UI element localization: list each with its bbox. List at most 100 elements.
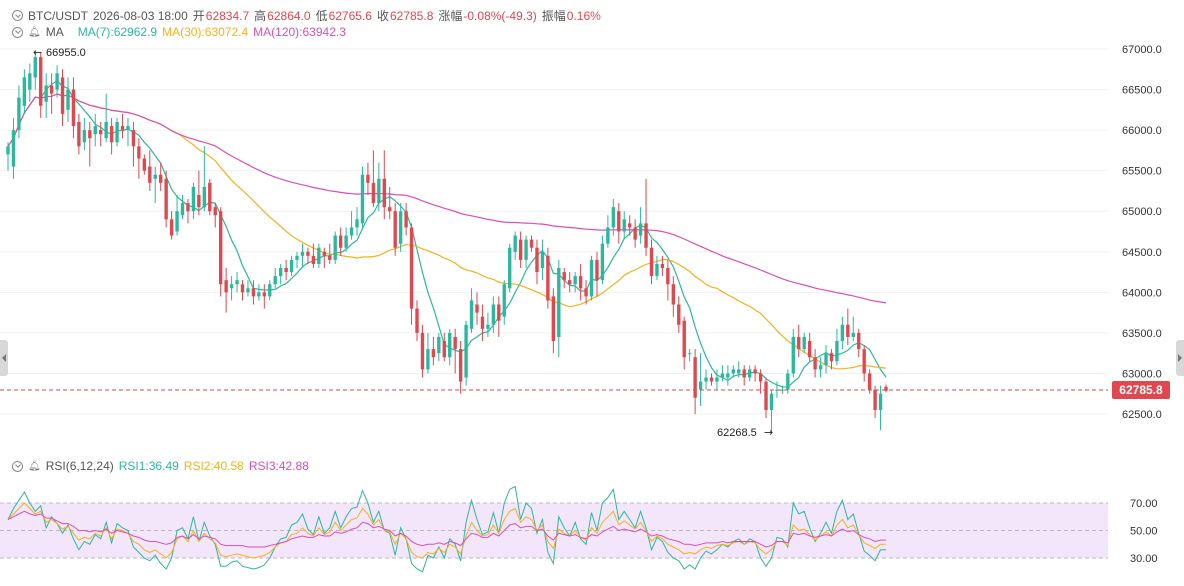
candle[interactable] xyxy=(328,243,332,264)
candle[interactable] xyxy=(480,304,485,342)
candle[interactable] xyxy=(600,235,605,285)
candle[interactable] xyxy=(873,385,877,419)
candle[interactable] xyxy=(388,186,392,220)
candle[interactable] xyxy=(349,211,354,240)
scroll-left-handle[interactable] xyxy=(0,340,8,376)
candle[interactable] xyxy=(469,288,474,333)
candle[interactable] xyxy=(93,113,97,147)
candle[interactable] xyxy=(377,162,381,212)
candle[interactable] xyxy=(137,138,141,179)
candle[interactable] xyxy=(382,150,386,220)
candle[interactable] xyxy=(148,150,152,191)
bell-icon[interactable]: 🔔︎ xyxy=(28,460,41,472)
candle[interactable] xyxy=(420,324,425,378)
candle[interactable] xyxy=(437,332,441,362)
candle[interactable] xyxy=(39,53,43,118)
candle[interactable] xyxy=(497,296,501,337)
candle[interactable] xyxy=(589,255,594,301)
candle[interactable] xyxy=(611,199,616,236)
candle[interactable] xyxy=(846,308,850,346)
candle[interactable] xyxy=(164,170,168,228)
candle[interactable] xyxy=(109,117,114,155)
candle[interactable] xyxy=(218,207,223,297)
candle[interactable] xyxy=(60,69,65,127)
candle[interactable] xyxy=(720,365,725,382)
collapse-icon[interactable] xyxy=(12,460,23,472)
candle[interactable] xyxy=(546,247,550,309)
candle[interactable] xyxy=(317,243,321,268)
candle[interactable] xyxy=(857,328,861,358)
candle[interactable] xyxy=(11,117,16,179)
candle[interactable] xyxy=(99,122,103,147)
candle[interactable] xyxy=(115,117,119,147)
candle[interactable] xyxy=(371,150,376,208)
candle[interactable] xyxy=(884,384,888,393)
candle[interactable] xyxy=(693,349,697,414)
candle[interactable] xyxy=(120,113,125,139)
candle[interactable] xyxy=(33,52,37,90)
candle[interactable] xyxy=(595,251,599,297)
collapse-icon[interactable] xyxy=(12,10,23,21)
scroll-right-handle[interactable] xyxy=(1176,340,1184,376)
candle[interactable] xyxy=(426,332,430,374)
candle[interactable] xyxy=(453,328,457,374)
candle[interactable] xyxy=(464,320,468,386)
candle[interactable] xyxy=(660,255,665,277)
candle[interactable] xyxy=(448,328,452,366)
candle[interactable] xyxy=(840,316,845,350)
candle[interactable] xyxy=(409,223,414,325)
candle[interactable] xyxy=(197,170,201,216)
candle[interactable] xyxy=(360,166,365,228)
candle[interactable] xyxy=(557,259,561,358)
candle[interactable] xyxy=(366,162,370,195)
candle[interactable] xyxy=(475,292,479,325)
candle[interactable] xyxy=(731,365,735,378)
candle[interactable] xyxy=(442,332,446,362)
candle[interactable] xyxy=(742,365,746,386)
candle[interactable] xyxy=(88,122,92,167)
candle[interactable] xyxy=(131,122,136,167)
candle[interactable] xyxy=(289,255,294,277)
candle[interactable] xyxy=(502,280,506,325)
candle[interactable] xyxy=(28,63,32,102)
candle[interactable] xyxy=(191,182,196,220)
candle[interactable] xyxy=(687,349,692,362)
candle[interactable] xyxy=(71,77,76,139)
candle[interactable] xyxy=(617,203,621,244)
candle[interactable] xyxy=(240,280,245,301)
candle[interactable] xyxy=(878,385,883,431)
candle[interactable] xyxy=(458,341,463,394)
candle[interactable] xyxy=(104,93,108,143)
candle[interactable] xyxy=(769,389,774,433)
candle[interactable] xyxy=(398,203,403,252)
collapse-icon[interactable] xyxy=(12,26,23,38)
candle[interactable] xyxy=(338,227,343,256)
candle[interactable] xyxy=(22,69,27,114)
candle[interactable] xyxy=(584,280,588,305)
candle[interactable] xyxy=(278,263,283,285)
candle[interactable] xyxy=(235,272,239,293)
candle[interactable] xyxy=(775,381,779,398)
candle[interactable] xyxy=(355,207,359,236)
candle[interactable] xyxy=(300,243,305,268)
candle[interactable] xyxy=(524,235,528,268)
candle[interactable] xyxy=(202,146,207,212)
candle[interactable] xyxy=(655,255,659,281)
candle[interactable] xyxy=(229,276,234,301)
candle[interactable] xyxy=(802,332,806,354)
candle[interactable] xyxy=(257,284,261,301)
candle[interactable] xyxy=(851,316,855,341)
bell-icon[interactable]: 🔔︎ xyxy=(28,26,41,38)
candle[interactable] xyxy=(169,211,174,240)
candle[interactable] xyxy=(578,263,583,301)
candle[interactable] xyxy=(797,324,801,358)
candle[interactable] xyxy=(671,276,676,317)
candle[interactable] xyxy=(284,259,288,281)
candle[interactable] xyxy=(333,231,337,264)
candle[interactable] xyxy=(764,377,768,419)
candle[interactable] xyxy=(344,227,348,252)
candle[interactable] xyxy=(704,369,708,390)
candle[interactable] xyxy=(49,73,54,114)
candle[interactable] xyxy=(818,357,823,378)
